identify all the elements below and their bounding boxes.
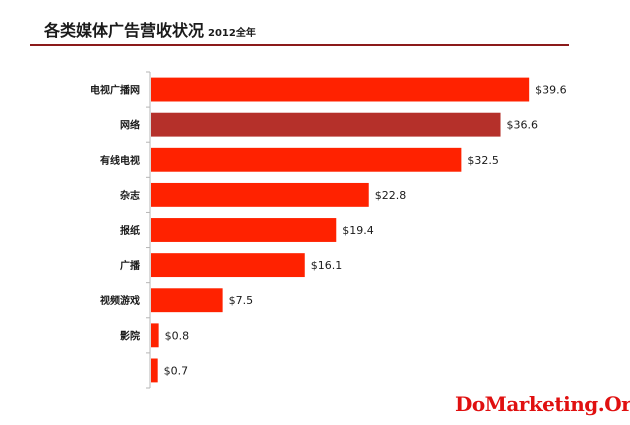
data-label: $16.1 bbox=[311, 259, 343, 272]
data-label: $32.5 bbox=[467, 154, 499, 167]
data-label: $39.6 bbox=[535, 84, 567, 97]
category-label: 视频游戏 bbox=[100, 294, 140, 307]
bar bbox=[151, 253, 305, 278]
data-label: $22.8 bbox=[375, 189, 407, 202]
bar bbox=[151, 323, 159, 348]
bar bbox=[151, 112, 501, 137]
bar bbox=[151, 288, 223, 313]
category-label: 电视广播网 bbox=[90, 84, 140, 97]
data-label: $0.7 bbox=[164, 364, 189, 377]
category-label: 影院 bbox=[120, 329, 140, 342]
data-label: $0.8 bbox=[165, 329, 190, 342]
category-label: 报纸 bbox=[120, 224, 140, 237]
category-label: 网络 bbox=[120, 119, 140, 132]
bar bbox=[151, 182, 369, 207]
data-label: $7.5 bbox=[229, 294, 254, 307]
category-label: 广播 bbox=[120, 259, 141, 272]
chart-subtitle: 2012全年 bbox=[208, 28, 256, 39]
chart-title: 各类媒体广告营收状况 bbox=[44, 21, 205, 40]
chart-title-block: 各类媒体广告营收状况 2012全年 bbox=[44, 17, 256, 41]
category-label: 杂志 bbox=[120, 189, 140, 202]
category-label: 有线电视 bbox=[100, 154, 140, 167]
data-label: $36.6 bbox=[507, 119, 539, 132]
watermark-logo: DoMarketing.Org bbox=[455, 392, 630, 416]
bar bbox=[151, 218, 337, 242]
bar bbox=[151, 358, 158, 383]
bar bbox=[151, 77, 530, 102]
title-underline bbox=[30, 44, 569, 46]
bar bbox=[151, 147, 462, 172]
data-label: $19.4 bbox=[342, 224, 374, 237]
